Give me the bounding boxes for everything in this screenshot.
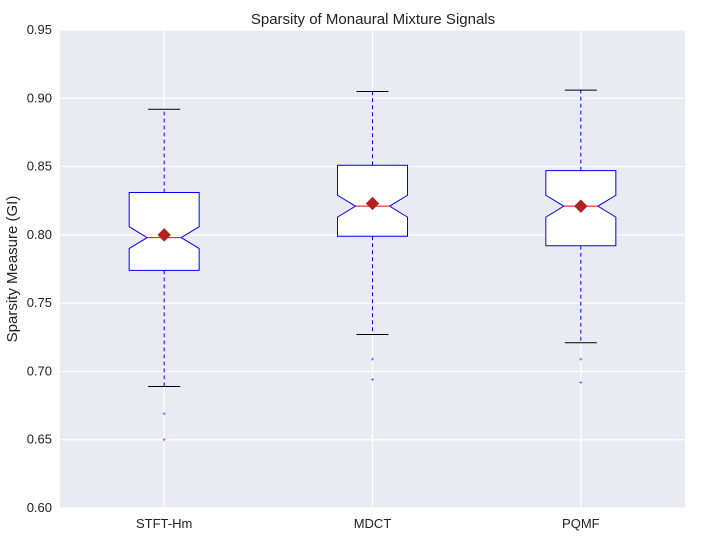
y-axis-label: Sparsity Measure (GI) (4, 196, 21, 343)
y-tick-label: 0.75 (27, 295, 52, 310)
y-tick-label: 0.65 (27, 432, 52, 447)
mean-marker (365, 196, 380, 211)
box-stft-hm (128, 108, 200, 442)
mean-marker (157, 228, 171, 242)
y-tick-label: 0.90 (27, 90, 52, 105)
x-tick-label: PQMF (562, 516, 600, 531)
outlier-point (371, 378, 374, 382)
y-tick-label: 0.95 (27, 22, 52, 37)
x-tick-label: MDCT (354, 516, 392, 531)
x-tick-label: STFT-Hm (136, 516, 192, 531)
y-tick-label: 0.70 (27, 363, 52, 378)
y-tick-label: 0.85 (27, 159, 52, 174)
chart-title: Sparsity of Monaural Mixture Signals (251, 11, 495, 28)
outlier-point (579, 380, 583, 384)
box-mdct (337, 90, 408, 382)
y-tick-label: 0.60 (27, 500, 52, 515)
y-tick-labels: 0.60 0.65 0.70 0.75 0.80 0.85 0.90 0.95 (27, 22, 52, 515)
outlier-point (162, 438, 166, 442)
box-series (128, 89, 617, 442)
x-tick-labels: STFT-Hm MDCT PQMF (136, 516, 600, 531)
outlier-point (371, 357, 374, 361)
y-tick-label: 0.80 (27, 227, 52, 242)
mean-marker (574, 199, 588, 213)
outlier-point (579, 357, 583, 361)
box-pqmf (545, 89, 617, 384)
outlier-point (162, 412, 166, 416)
